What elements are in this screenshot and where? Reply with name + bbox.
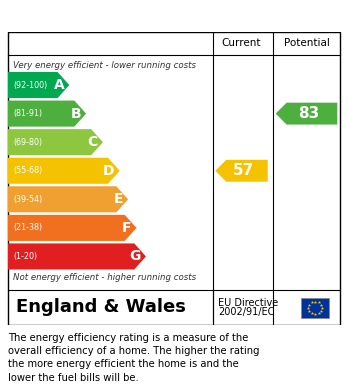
Text: B: B	[71, 107, 81, 120]
Text: D: D	[103, 164, 115, 178]
Text: (39-54): (39-54)	[13, 195, 42, 204]
Polygon shape	[8, 244, 146, 269]
Polygon shape	[215, 160, 268, 182]
Text: (21-38): (21-38)	[13, 223, 42, 232]
Text: EU Directive: EU Directive	[218, 298, 278, 307]
Text: A: A	[54, 78, 64, 92]
Bar	[301, 298, 329, 317]
Polygon shape	[8, 215, 136, 241]
Polygon shape	[276, 103, 337, 125]
Text: Very energy efficient - lower running costs: Very energy efficient - lower running co…	[13, 61, 196, 70]
Text: (1-20): (1-20)	[13, 252, 37, 261]
Text: England & Wales: England & Wales	[16, 298, 186, 316]
Polygon shape	[8, 129, 103, 155]
Text: Energy Efficiency Rating: Energy Efficiency Rating	[10, 7, 239, 25]
Text: Potential: Potential	[284, 38, 330, 48]
Text: (55-68): (55-68)	[13, 166, 42, 175]
Text: (69-80): (69-80)	[13, 138, 42, 147]
Text: The energy efficiency rating is a measure of the
overall efficiency of a home. T: The energy efficiency rating is a measur…	[8, 333, 260, 383]
Text: Current: Current	[222, 38, 261, 48]
Text: F: F	[122, 221, 132, 235]
Polygon shape	[8, 72, 69, 98]
Text: (92-100): (92-100)	[13, 81, 47, 90]
Text: 2002/91/EC: 2002/91/EC	[218, 307, 274, 317]
Text: E: E	[113, 192, 123, 206]
Polygon shape	[8, 186, 128, 212]
Polygon shape	[8, 158, 120, 184]
Text: 83: 83	[298, 106, 319, 121]
Text: Not energy efficient - higher running costs: Not energy efficient - higher running co…	[13, 273, 196, 283]
Text: G: G	[129, 249, 141, 264]
Text: (81-91): (81-91)	[13, 109, 42, 118]
Text: 57: 57	[233, 163, 254, 178]
Polygon shape	[8, 100, 86, 127]
Text: C: C	[88, 135, 98, 149]
